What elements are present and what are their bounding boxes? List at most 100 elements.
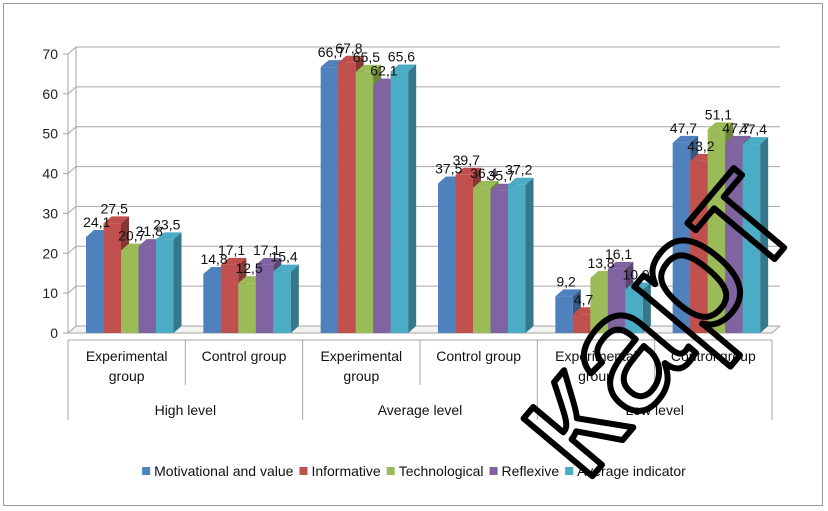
bar-front	[607, 268, 626, 333]
bar-front	[273, 271, 291, 333]
bar-front	[320, 67, 339, 333]
bar	[390, 64, 417, 333]
legend-item: Reflexive	[489, 463, 559, 479]
legend-swatch	[565, 467, 574, 475]
bar-top	[338, 55, 364, 63]
data-label: 12,5	[235, 260, 262, 276]
data-label: 35,7	[488, 168, 515, 184]
bar-side	[408, 64, 417, 333]
data-labels: 24,127,520,721,823,514,817,112,517,115,4…	[83, 40, 767, 307]
data-label: 39,7	[453, 152, 480, 168]
bar-front	[121, 250, 139, 333]
gridline	[67, 205, 780, 214]
data-label: 4,7	[574, 291, 594, 307]
data-label: 17,1	[218, 242, 245, 258]
bar-front	[672, 142, 691, 333]
bar-front	[625, 289, 643, 333]
y-tick-label: 50	[42, 126, 58, 142]
bar-front	[438, 183, 456, 333]
legend-label: Motivational and value	[154, 463, 294, 479]
legend-label: Informative	[311, 463, 380, 479]
category-label: Control group	[202, 348, 287, 364]
y-tick-label: 30	[42, 205, 58, 221]
legend-item: Technological	[386, 463, 484, 479]
data-label: 17,1	[253, 242, 280, 258]
legend-label: Average indicator	[577, 463, 686, 479]
legend-swatch	[386, 467, 395, 475]
bar-front	[103, 223, 121, 333]
gridlines	[67, 46, 780, 294]
bar-front	[742, 144, 761, 333]
bar-top	[625, 282, 651, 290]
bar-front	[138, 246, 156, 333]
data-label: 27,5	[101, 200, 128, 216]
legend-item: Average indicator	[565, 463, 686, 479]
bar-front	[338, 62, 356, 334]
category-label: Experimental group	[86, 348, 168, 384]
bar-side	[760, 137, 769, 333]
legend-swatch	[142, 467, 151, 475]
bar-top	[455, 167, 481, 175]
group-label: High level	[155, 402, 216, 418]
category-label: Experimental group	[320, 348, 402, 384]
data-label: 13,8	[587, 255, 614, 271]
y-tick-label: 40	[42, 166, 58, 182]
bar-side	[642, 282, 651, 333]
data-label: 36,4	[470, 165, 497, 181]
data-label: 62,1	[370, 62, 397, 78]
bar-top	[390, 64, 417, 72]
bar-front	[555, 296, 573, 333]
data-label: 67,8	[335, 40, 362, 56]
group-label: Average level	[378, 402, 463, 418]
data-label: 10,9	[622, 267, 649, 283]
gridline	[67, 46, 780, 55]
bar	[273, 264, 299, 333]
category-axis: Experimental group Control group Experiment…	[67, 339, 773, 420]
data-label: 16,1	[605, 246, 632, 262]
data-label: 47,7	[722, 120, 749, 136]
bar-front	[255, 264, 274, 333]
data-label: 15,4	[270, 249, 297, 265]
bar-top	[103, 216, 129, 224]
bar-top	[555, 289, 581, 297]
category-label: Experimental group	[555, 348, 637, 384]
bar-front	[473, 187, 491, 333]
legend-item: Informative	[299, 463, 381, 479]
bar-front	[455, 174, 473, 333]
data-label: 14,8	[200, 251, 227, 267]
bar-front	[572, 314, 591, 333]
bar-top	[508, 177, 534, 185]
bar-front	[490, 190, 508, 333]
bar-top	[273, 264, 299, 272]
bar	[508, 177, 534, 333]
category-label: Control group	[671, 348, 756, 364]
legend: Motivational and value Informative Technol…	[142, 463, 686, 479]
bar-front	[690, 160, 708, 333]
bar-front	[707, 129, 726, 333]
bar-front	[725, 142, 743, 333]
bar-top	[707, 122, 734, 130]
legend-swatch	[299, 467, 308, 475]
bar-front	[590, 277, 608, 333]
bar-front	[203, 274, 221, 333]
bar-front	[156, 239, 174, 333]
gridline	[67, 245, 780, 254]
bars	[86, 55, 769, 334]
gridline	[67, 285, 780, 294]
bar-top	[255, 257, 282, 265]
y-tick-label: 20	[42, 245, 58, 261]
data-label: 20,7	[118, 227, 145, 243]
bar	[156, 232, 182, 333]
bar-front	[390, 71, 409, 333]
group-label: Low level	[625, 402, 683, 418]
bar	[742, 137, 769, 333]
bar-front	[355, 71, 374, 333]
y-tick-label: 60	[42, 86, 58, 102]
bar-top	[473, 180, 499, 188]
bar-top	[607, 261, 634, 269]
bar-top	[156, 232, 182, 240]
gridline	[67, 86, 780, 95]
bar-top	[742, 137, 769, 145]
data-label: 43,2	[687, 138, 714, 154]
